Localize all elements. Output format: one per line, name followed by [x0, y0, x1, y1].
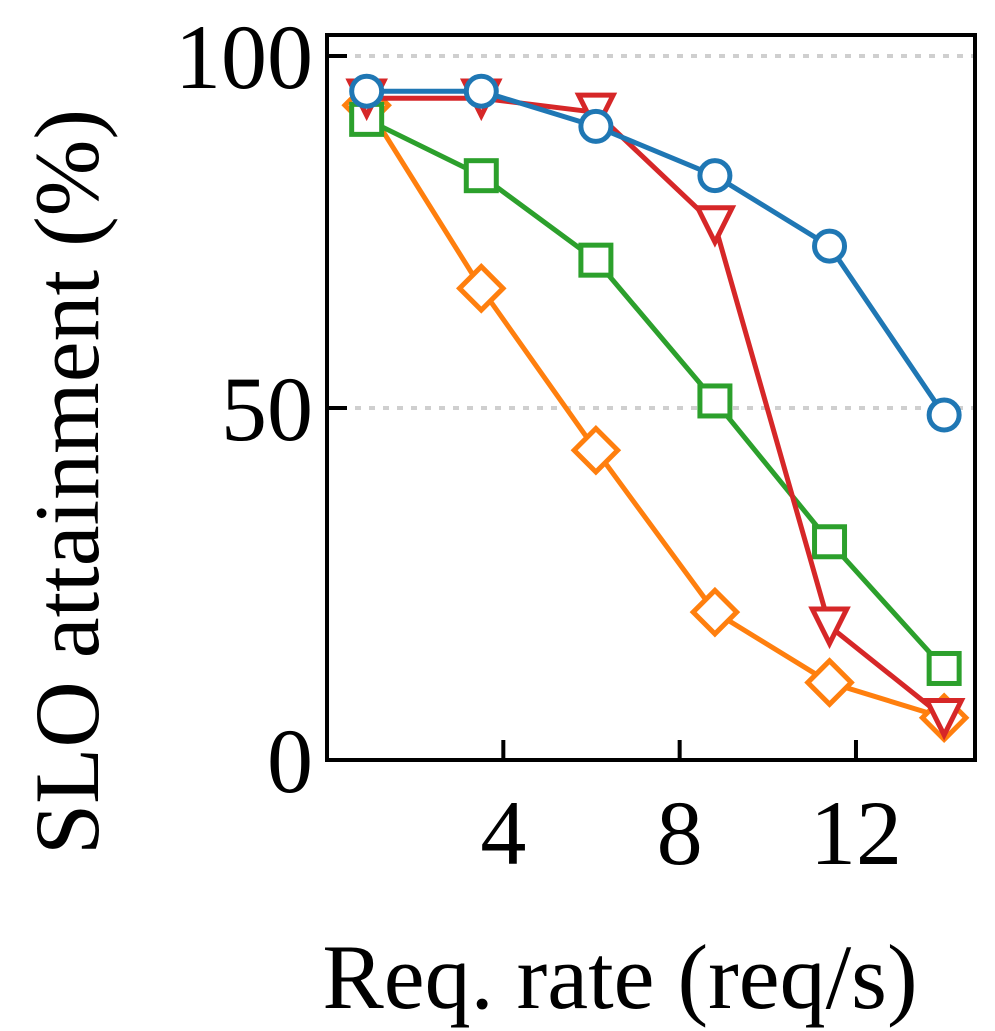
- y-tick-label: 0: [267, 710, 313, 812]
- series-line-red-triangle: [366, 95, 946, 720]
- data-point: [463, 158, 499, 194]
- plot-frame: [325, 33, 977, 762]
- y-tick-label: 100: [175, 6, 313, 108]
- data-point: [812, 228, 848, 264]
- y-axis-title: SLO attainment (%): [16, 109, 118, 855]
- data-point: [926, 650, 962, 686]
- data-point: [689, 586, 741, 638]
- grid-layer: [327, 54, 975, 410]
- series-line-green-square: [365, 117, 946, 671]
- data-point: [697, 383, 733, 419]
- data-point: [349, 73, 385, 109]
- y-tick-label: 50: [221, 358, 313, 460]
- data-point: [570, 424, 622, 476]
- series-line-orange-diamond: [364, 103, 945, 721]
- x-tick-label: 12: [810, 782, 902, 884]
- tick-layer: 0 50 100 4 8 12: [175, 6, 902, 884]
- data-point: [456, 263, 507, 314]
- data-point: [926, 397, 962, 433]
- data-point: [922, 698, 966, 741]
- series-green-square: [349, 101, 962, 686]
- series-line-blue-circle: [366, 88, 947, 417]
- series-blue-circle: [349, 73, 962, 433]
- data-point: [578, 242, 614, 278]
- data-point: [808, 606, 851, 650]
- series-orange-diamond: [341, 79, 970, 744]
- data-point: [463, 73, 499, 109]
- x-axis-title: Req. rate (req/s): [322, 926, 917, 1028]
- data-point: [578, 108, 614, 144]
- data-point: [812, 524, 848, 560]
- data-point: [693, 205, 737, 248]
- x-tick-label: 8: [657, 782, 703, 884]
- series-layer: [341, 73, 970, 744]
- data-point: [697, 158, 733, 194]
- x-tick-label: 4: [480, 782, 526, 884]
- data-point: [804, 657, 855, 708]
